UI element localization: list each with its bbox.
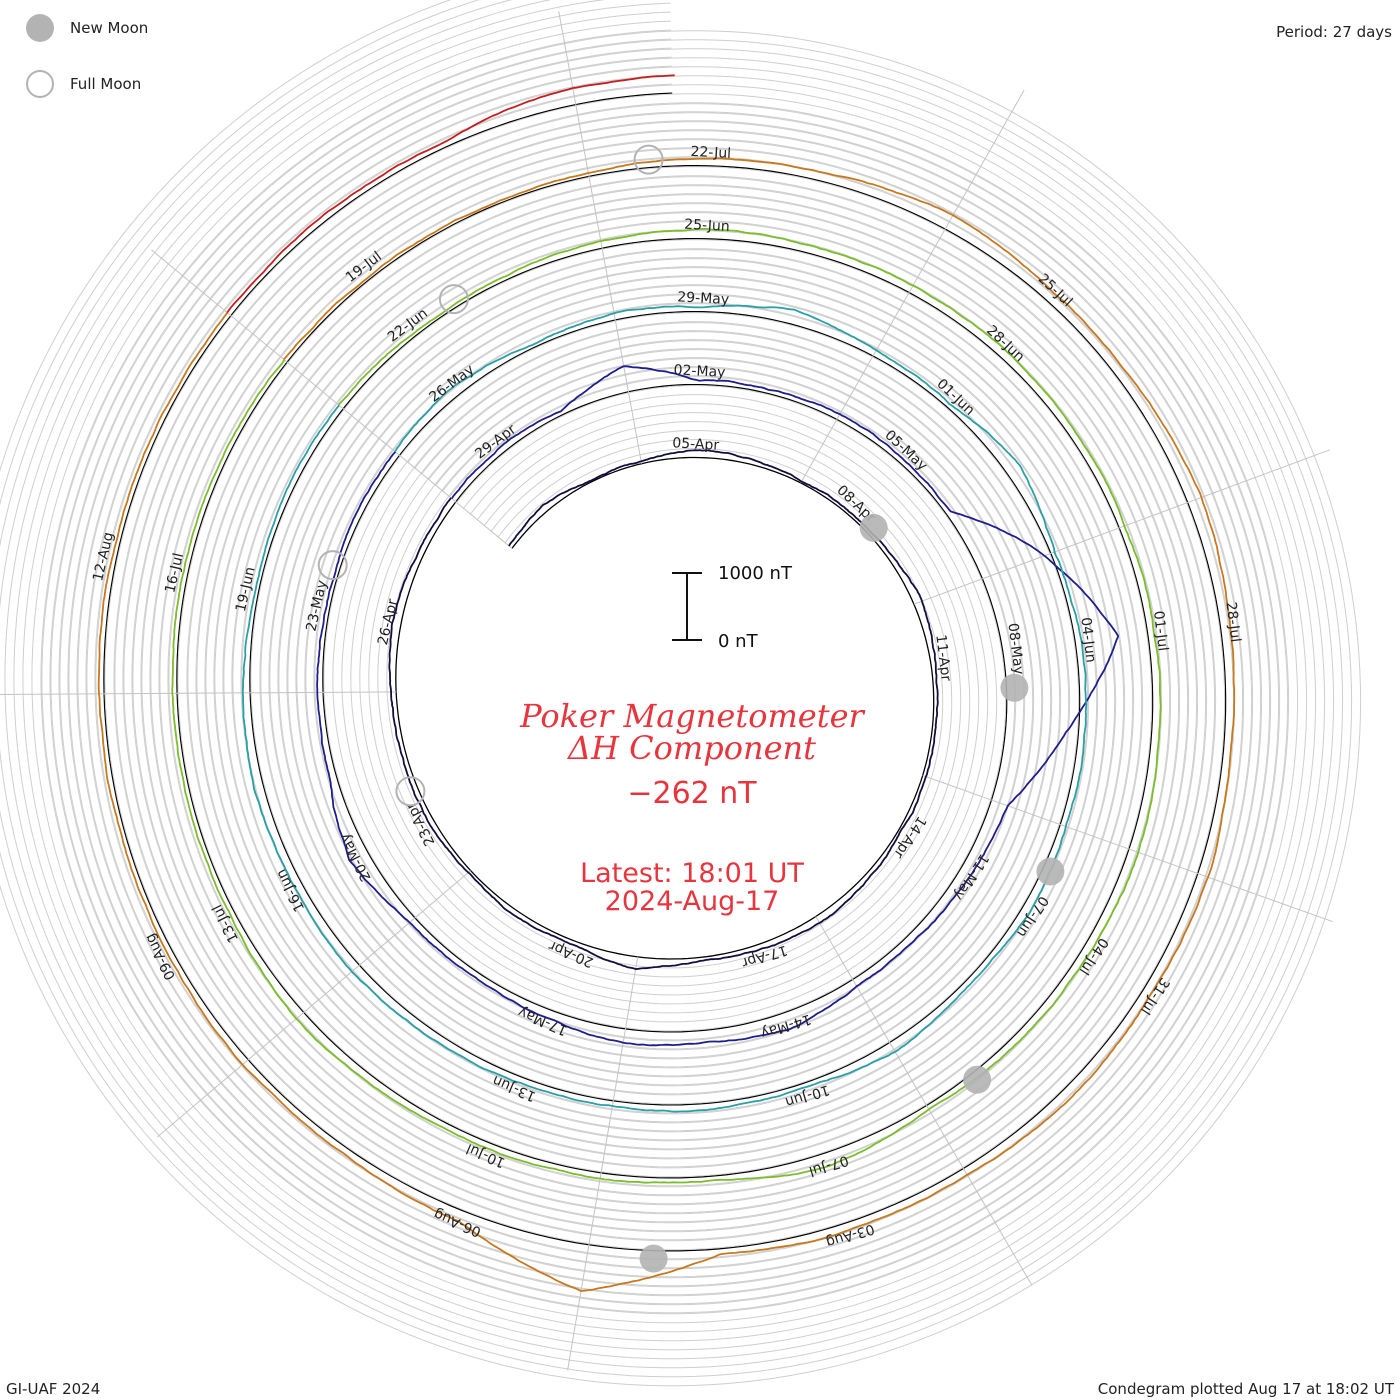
data-series-1 xyxy=(388,449,939,970)
grid-ring xyxy=(67,56,1263,1288)
date-label: 22-Jul xyxy=(690,144,731,162)
moon-marker-layer xyxy=(317,144,1065,1273)
grid-ring xyxy=(76,65,1254,1279)
new-moon-marker xyxy=(963,1065,992,1094)
full-moon-marker xyxy=(438,284,469,315)
grid-ring xyxy=(4,0,1326,1351)
date-label: 04-Jun xyxy=(1077,616,1098,663)
new-moon-marker xyxy=(1036,857,1065,886)
grid-layer xyxy=(0,0,1362,1387)
chart-title: Poker Magnetometer xyxy=(520,697,864,735)
date-label: 05-Apr xyxy=(672,435,720,453)
full-moon-icon xyxy=(26,70,54,98)
full-moon-marker xyxy=(633,144,664,175)
scale-bottom-label: 0 nT xyxy=(718,631,758,652)
radial-spoke xyxy=(156,870,471,1138)
full-moon-marker xyxy=(395,776,426,807)
scale-bar xyxy=(672,572,702,641)
date-label: 29-May xyxy=(677,289,730,308)
date-label: 08-May xyxy=(1004,622,1026,675)
data-series-5 xyxy=(97,157,1236,1292)
grid-ring xyxy=(13,2,1317,1342)
date-label: 01-Jun xyxy=(933,376,977,419)
date-label: 02-May xyxy=(673,362,726,381)
new-moon-marker xyxy=(639,1244,668,1273)
date-label: 14-May xyxy=(759,1011,813,1041)
data-series-4 xyxy=(171,227,1162,1184)
date-label: 10-Jun xyxy=(783,1081,831,1110)
date-label: 26-Apr xyxy=(375,597,401,646)
radial-spoke xyxy=(151,249,513,549)
grid-ring xyxy=(94,83,1236,1261)
grid-ring xyxy=(0,0,1344,1369)
date-label: 25-Jul xyxy=(1035,271,1076,310)
grid-ring xyxy=(0,0,1353,1378)
date-label: 31-Jul xyxy=(1137,974,1173,1017)
current-value: −262 nT xyxy=(627,776,757,811)
latest-time: Latest: 18:01 UT xyxy=(580,858,804,889)
grid-ring xyxy=(40,29,1290,1315)
new-moon-marker xyxy=(1000,673,1029,702)
grid-ring xyxy=(0,0,1335,1360)
date-label: 17-May xyxy=(516,1003,570,1038)
date-label: 17-Apr xyxy=(740,942,790,971)
radial-spoke xyxy=(558,11,643,464)
series-layer xyxy=(97,74,1236,1292)
grid-ring xyxy=(31,20,1299,1324)
date-label: 25-Jun xyxy=(684,217,730,235)
date-label: 28-Jul xyxy=(1222,601,1243,643)
date-label: 03-Aug xyxy=(824,1220,876,1250)
footer-plot-time: Condegram plotted Aug 17 at 18:02 UT xyxy=(1097,1380,1394,1398)
radial-spoke xyxy=(800,89,1025,484)
radial-spoke xyxy=(922,775,1334,923)
date-label: 06-Aug xyxy=(431,1205,483,1239)
data-series-3 xyxy=(241,304,1088,1113)
date-label: 10-Jul xyxy=(464,1140,508,1171)
radial-spoke xyxy=(567,956,639,1371)
period-label: Period: 27 days xyxy=(1276,23,1392,41)
full-moon-marker xyxy=(317,550,348,581)
baseline-spiral xyxy=(103,92,1227,1252)
latest-date: 2024-Aug-17 xyxy=(604,886,780,917)
footer-credit: GI-UAF 2024 xyxy=(6,1380,101,1398)
date-label: 14-Apr xyxy=(890,813,929,861)
new-moon-marker xyxy=(859,513,888,542)
grid-ring xyxy=(0,0,1362,1387)
date-label: 28-Jun xyxy=(983,323,1027,366)
date-label: 04-Jul xyxy=(1076,935,1112,978)
date-label: 11-Apr xyxy=(932,634,954,683)
legend-full-moon: Full Moon xyxy=(26,70,141,98)
date-label: 20-Apr xyxy=(546,937,596,970)
legend-new-moon: New Moon xyxy=(26,14,148,42)
new-moon-icon xyxy=(26,14,54,42)
radial-spoke xyxy=(0,691,397,695)
legend-new-moon-label: New Moon xyxy=(70,19,149,37)
date-label: 13-Jun xyxy=(490,1072,538,1105)
radial-spoke xyxy=(913,449,1330,605)
scale-top-label: 1000 nT xyxy=(718,563,792,584)
legend-full-moon-label: Full Moon xyxy=(70,75,142,93)
grid-ring xyxy=(85,74,1245,1270)
chart-subtitle: ΔH Component xyxy=(567,729,817,767)
data-series-6 xyxy=(226,74,675,314)
radial-spoke xyxy=(815,916,1033,1286)
grid-ring xyxy=(58,47,1272,1297)
data-series-2 xyxy=(316,365,1120,1047)
date-label: 01-Jul xyxy=(1150,610,1171,652)
grid-ring xyxy=(49,38,1281,1306)
